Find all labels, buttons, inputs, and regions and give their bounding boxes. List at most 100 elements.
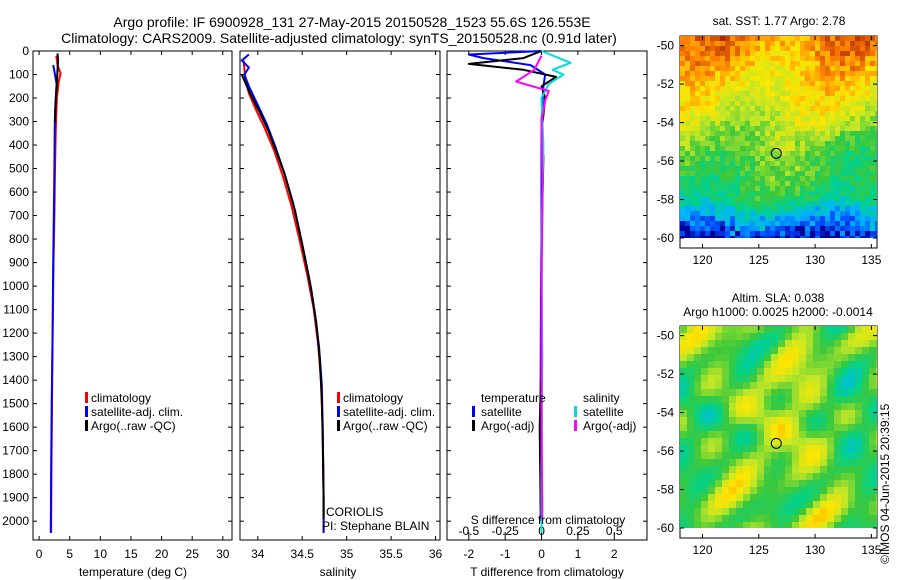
map-cell: [708, 487, 716, 495]
map-cell: [690, 116, 696, 122]
map-cell: [764, 431, 772, 439]
map-cell: [710, 76, 716, 82]
map-cell: [810, 46, 816, 52]
map-cell: [750, 354, 758, 362]
map-cell: [743, 417, 751, 425]
map-cell: [860, 136, 866, 142]
map-cell: [680, 96, 686, 102]
map-cell: [715, 156, 721, 162]
map-cell: [795, 151, 801, 157]
map-cell: [729, 431, 737, 439]
map-cell: [750, 206, 756, 212]
map-cell: [690, 146, 696, 152]
map-cell: [730, 151, 736, 157]
map-cell: [690, 206, 696, 212]
map-cell: [850, 221, 856, 227]
map-cell: [720, 221, 726, 227]
map-cell: [827, 466, 835, 474]
map-cell: [835, 76, 841, 82]
map-cell: [834, 424, 842, 432]
map-cell: [765, 61, 771, 67]
map-cell: [790, 56, 796, 62]
map-cell: [820, 76, 826, 82]
map-cell: [705, 181, 711, 187]
map-cell: [810, 136, 816, 142]
map-cell: [708, 466, 716, 474]
map-cell: [705, 191, 711, 197]
map-cell: [790, 221, 796, 227]
map-cell: [745, 96, 751, 102]
map-cell: [715, 166, 721, 172]
map-cell: [845, 91, 851, 97]
map-cell: [850, 111, 856, 117]
lat-tick-label: -58: [657, 483, 675, 497]
map-cell: [806, 389, 814, 397]
map-cell: [820, 347, 828, 355]
map-cell: [862, 326, 870, 334]
map-cell: [760, 51, 766, 57]
map-cell: [778, 438, 786, 446]
map-cell: [869, 417, 877, 425]
map-cell: [694, 340, 702, 348]
map-cell: [820, 136, 826, 142]
map-cell: [760, 71, 766, 77]
map-cell: [690, 211, 696, 217]
map-cell: [705, 61, 711, 67]
map-cell: [760, 106, 766, 112]
map-cell: [764, 501, 772, 509]
difference-top-axis-label: S difference from climatology: [471, 513, 626, 527]
map-cell: [743, 515, 751, 523]
map-cell: [870, 226, 876, 232]
map-cell: [771, 452, 779, 460]
map-cell: [855, 445, 863, 453]
map-cell: [800, 186, 806, 192]
map-cell: [685, 216, 691, 222]
map-cell: [841, 473, 849, 481]
map-cell: [725, 46, 731, 52]
map-cell: [800, 121, 806, 127]
map-cell: [780, 86, 786, 92]
map-cell: [750, 480, 758, 488]
map-cell: [750, 396, 758, 404]
map-cell: [705, 196, 711, 202]
map-cell: [825, 151, 831, 157]
map-cell: [725, 86, 731, 92]
map-cell: [778, 382, 786, 390]
map-cell: [710, 146, 716, 152]
map-cell: [765, 76, 771, 82]
map-cell: [850, 211, 856, 217]
map-cell: [805, 156, 811, 162]
map-cell: [875, 56, 877, 62]
map-cell: [845, 101, 851, 107]
map-cell: [860, 231, 866, 237]
map-cell: [850, 156, 856, 162]
map-cell: [875, 136, 877, 142]
map-cell: [875, 191, 877, 197]
map-cell: [805, 236, 811, 238]
map-cell: [694, 382, 702, 390]
map-cell: [799, 466, 807, 474]
map-cell: [800, 171, 806, 177]
map-cell: [840, 46, 846, 52]
map-cell: [825, 76, 831, 82]
map-cell: [775, 216, 781, 222]
map-cell: [834, 403, 842, 411]
map-cell: [720, 136, 726, 142]
map-cell: [715, 176, 721, 182]
map-cell: [865, 36, 871, 42]
map-cell: [848, 515, 856, 523]
map-cell: [685, 56, 691, 62]
map-cell: [755, 101, 761, 107]
map-cell: [750, 51, 756, 57]
map-cell: [700, 46, 706, 52]
map-cell: [860, 201, 866, 207]
map-cell: [770, 66, 776, 72]
map-cell: [840, 66, 846, 72]
map-cell: [725, 131, 731, 137]
map-cell: [792, 459, 800, 467]
map-cell: [848, 487, 856, 495]
map-cell: [764, 480, 772, 488]
map-cell: [834, 473, 842, 481]
map-cell: [743, 424, 751, 432]
map-cell: [875, 176, 877, 182]
